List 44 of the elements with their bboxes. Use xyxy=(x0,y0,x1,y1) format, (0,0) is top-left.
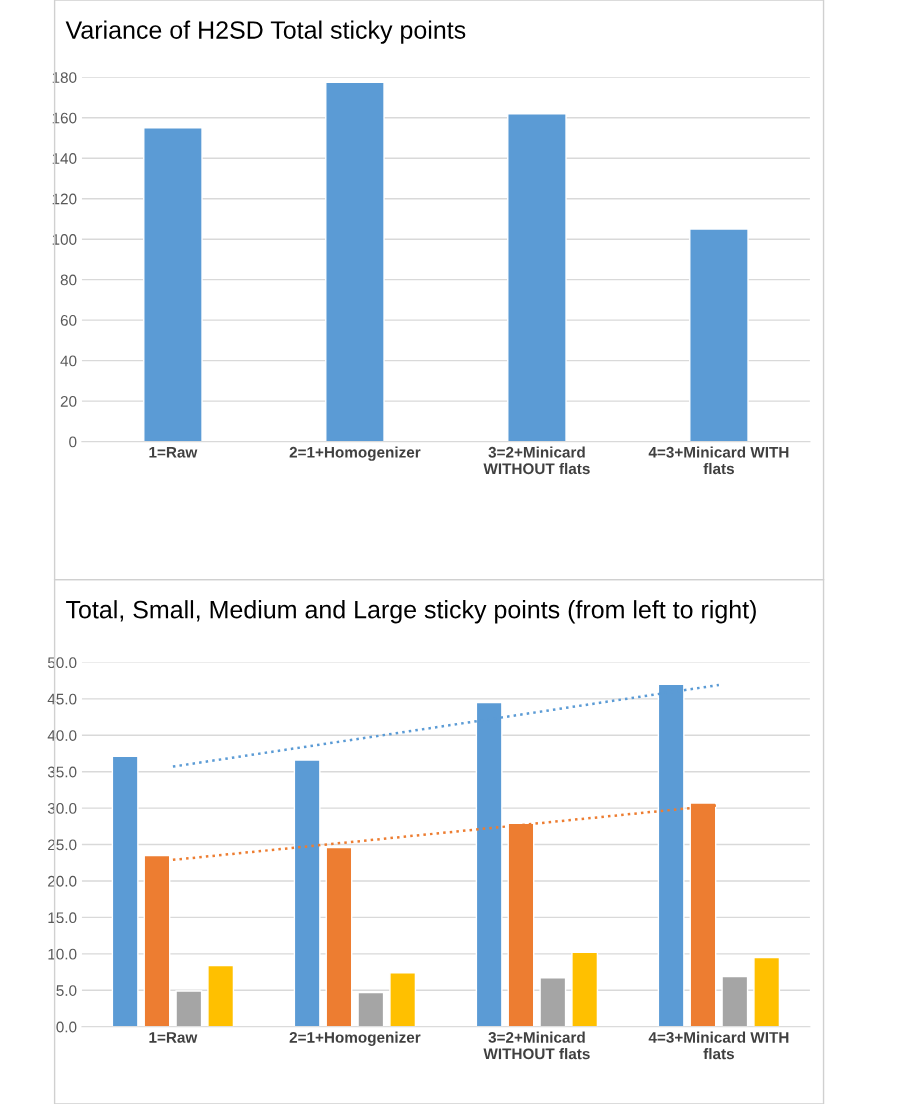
bar xyxy=(325,81,385,442)
y-tick-label: 45.0 xyxy=(47,693,77,705)
bar xyxy=(507,113,567,442)
bar xyxy=(175,990,203,1027)
bar xyxy=(143,127,203,442)
y-tick-label: 15.0 xyxy=(48,912,77,924)
x-tick-label: 1=Raw xyxy=(149,447,198,458)
bar xyxy=(753,956,781,1027)
y-tick-label: 20.0 xyxy=(48,875,77,887)
y-tick-label: 50.0 xyxy=(47,657,77,669)
bar xyxy=(689,228,749,442)
bar xyxy=(207,964,235,1027)
bar xyxy=(389,972,417,1027)
y-tick-label: 5.0 xyxy=(56,985,77,996)
y-tick-label: 120 xyxy=(52,193,77,205)
x-tick-label: 2=1+Homogenizer xyxy=(289,446,421,461)
bar xyxy=(721,975,749,1027)
y-tick-label: 140 xyxy=(52,153,77,164)
y-tick-label: 20 xyxy=(60,395,77,407)
chart-title: Variance of H2SD Total sticky points xyxy=(65,20,466,44)
y-tick-label: 40.0 xyxy=(47,730,77,741)
y-tick-label: 80 xyxy=(60,274,77,286)
bar xyxy=(571,951,599,1027)
bar xyxy=(111,755,139,1027)
y-tick-label: 180 xyxy=(52,72,77,83)
y-tick-label: 60 xyxy=(60,315,77,326)
y-tick-label: 10.0 xyxy=(48,948,77,960)
x-tick-label: 3=2+Minicard WITHOUT flats xyxy=(483,1031,590,1060)
bar xyxy=(539,977,567,1027)
x-tick-label: 4=3+Minicard WITH flats xyxy=(648,446,789,475)
x-tick-label: 1=Raw xyxy=(149,1032,198,1043)
bar xyxy=(143,854,171,1027)
x-tick-label: 2=1+Homogenizer xyxy=(289,1031,421,1046)
y-tick-label: 0.0 xyxy=(56,1021,77,1033)
x-tick-label: 4=3+Minicard WITH flats xyxy=(648,1031,789,1060)
bar xyxy=(357,991,385,1027)
y-tick-label: 100 xyxy=(52,234,77,245)
y-tick-label: 160 xyxy=(52,112,77,124)
x-tick-label: 3=2+Minicard WITHOUT flats xyxy=(483,446,590,475)
bar xyxy=(293,759,321,1027)
y-tick-label: 0 xyxy=(69,436,77,448)
chart-title: Total, Small, Medium and Large sticky points (from left to right) xyxy=(66,600,756,624)
y-tick-label: 25.0 xyxy=(48,839,77,851)
y-tick-label: 40 xyxy=(60,355,77,367)
